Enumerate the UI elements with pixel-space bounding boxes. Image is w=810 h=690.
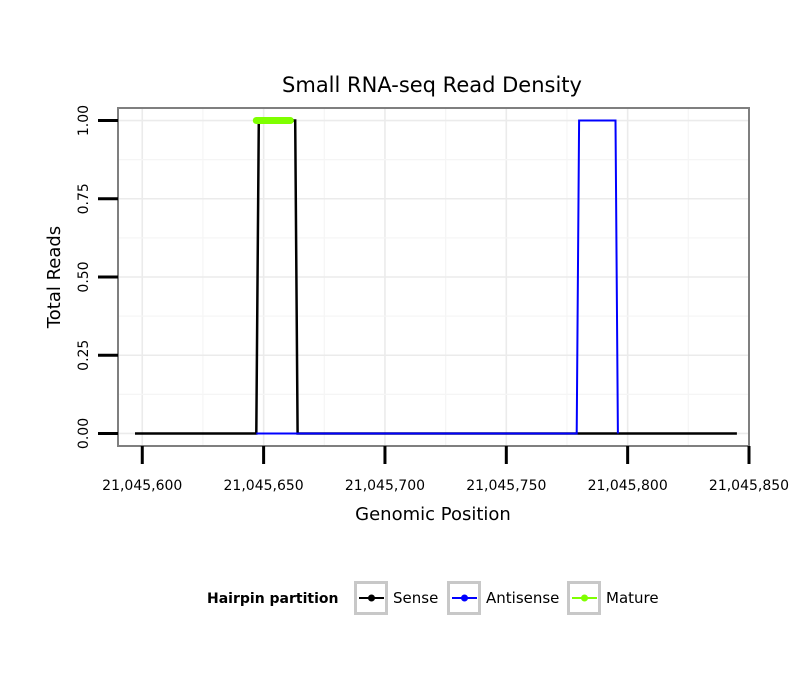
legend-item-antisense: Antisense: [447, 581, 559, 615]
y-axis: 0.00 0.25 0.50 0.75 1.00: [76, 105, 118, 449]
legend-key-point: [368, 594, 375, 602]
x-tick-label: 21,045,600: [102, 478, 182, 494]
x-axis-label: Genomic Position: [355, 504, 511, 525]
legend-key-point: [581, 594, 588, 602]
y-axis-label: Total Reads: [44, 226, 65, 329]
legend-label: Sense: [393, 589, 438, 607]
x-tick-label: 21,045,850: [709, 478, 789, 494]
legend-key-point: [461, 594, 468, 602]
x-tick-label: 21,045,650: [224, 478, 304, 494]
x-tick-label: 21,045,800: [588, 478, 668, 494]
y-tick-label: 1.00: [76, 105, 92, 136]
legend-title: Hairpin partition: [207, 591, 338, 607]
legend-item-mature: Mature: [567, 581, 659, 615]
y-tick-label: 0.00: [76, 418, 92, 449]
legend-item-sense: Sense: [354, 581, 438, 615]
legend-label: Antisense: [486, 589, 559, 607]
x-tick-label: 21,045,750: [466, 478, 546, 494]
y-tick-label: 0.25: [76, 340, 92, 371]
y-tick-label: 0.50: [76, 261, 92, 292]
x-tick-label: 21,045,700: [345, 478, 425, 494]
legend-label: Mature: [606, 589, 659, 607]
x-axis: 21,045,600 21,045,650 21,045,700 21,045,750…: [102, 446, 789, 494]
series-line-antisense: [256, 119, 619, 435]
chart-title: Small RNA-seq Read Density: [282, 73, 582, 97]
y-tick-label: 0.75: [76, 183, 92, 214]
series-group: [135, 117, 737, 435]
legend: Hairpin partition Sense Antisense Mature: [207, 581, 659, 615]
